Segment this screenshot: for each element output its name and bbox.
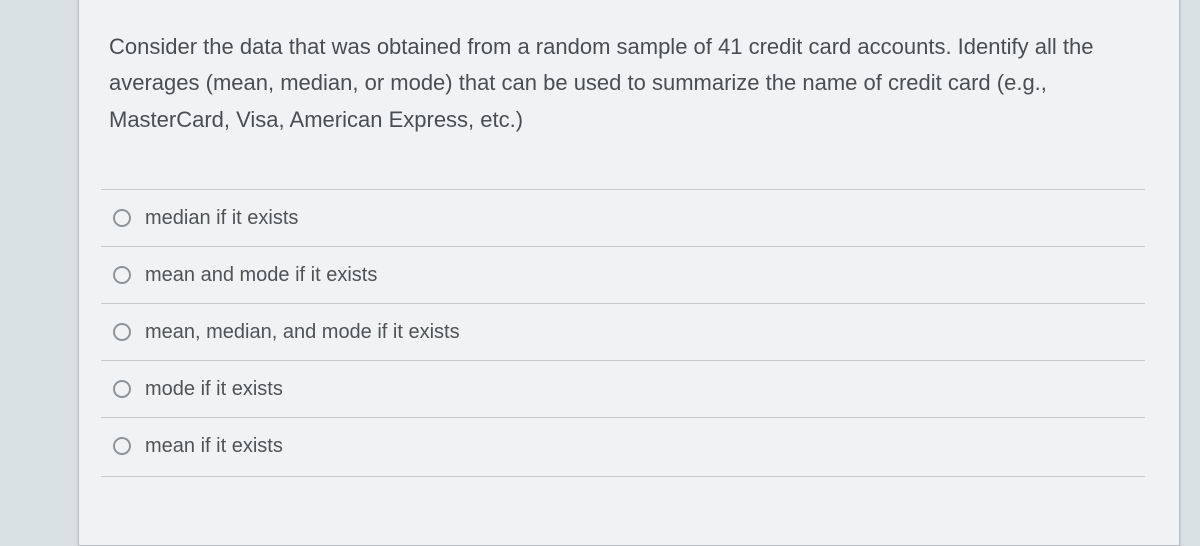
radio-icon[interactable] xyxy=(113,380,131,398)
option-label: median if it exists xyxy=(145,208,298,228)
option-row[interactable]: mean and mode if it exists xyxy=(101,246,1145,303)
question-text: Consider the data that was obtained from… xyxy=(109,29,1139,138)
radio-icon[interactable] xyxy=(113,209,131,227)
option-label: mean and mode if it exists xyxy=(145,265,377,285)
option-label: mode if it exists xyxy=(145,379,283,399)
radio-icon[interactable] xyxy=(113,323,131,341)
radio-icon[interactable] xyxy=(113,437,131,455)
option-row[interactable]: mean, median, and mode if it exists xyxy=(101,303,1145,360)
options-list: median if it exists mean and mode if it … xyxy=(101,189,1145,477)
option-row[interactable]: median if it exists xyxy=(101,189,1145,246)
option-row[interactable]: mode if it exists xyxy=(101,360,1145,417)
option-row[interactable]: mean if it exists xyxy=(101,417,1145,477)
question-card: Consider the data that was obtained from… xyxy=(78,0,1180,546)
option-label: mean, median, and mode if it exists xyxy=(145,322,460,342)
option-label: mean if it exists xyxy=(145,436,283,456)
radio-icon[interactable] xyxy=(113,266,131,284)
